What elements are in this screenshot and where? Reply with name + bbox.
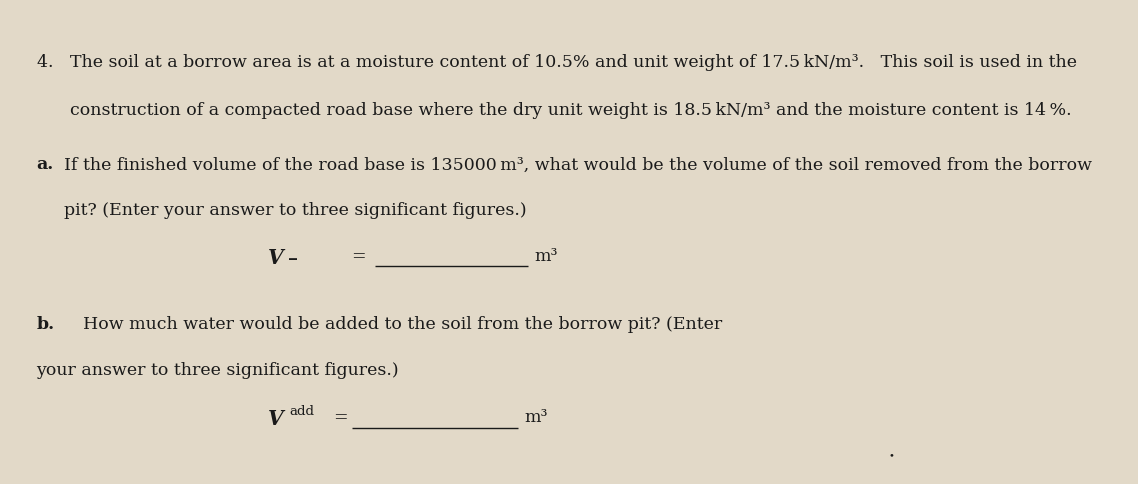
Text: =: = [352, 248, 366, 265]
Text: =: = [333, 409, 347, 426]
Text: m³: m³ [525, 409, 549, 426]
Text: 4.   The soil at a borrow area is at a moisture content of 10.5% and unit weight: 4. The soil at a borrow area is at a moi… [36, 54, 1077, 71]
Text: add: add [289, 405, 314, 418]
Text: m³: m³ [534, 248, 558, 265]
Text: How much water would be added to the soil from the borrow pit? (Enter: How much water would be added to the soi… [72, 316, 721, 333]
Text: •: • [889, 452, 894, 460]
Text: _: _ [289, 243, 297, 260]
Text: V: V [269, 409, 283, 429]
Text: pit? (Enter your answer to three significant figures.): pit? (Enter your answer to three signifi… [65, 201, 527, 219]
Text: construction of a compacted road base where the dry unit weight is 18.5 kN/m³ an: construction of a compacted road base wh… [36, 102, 1071, 119]
Text: b.: b. [36, 316, 55, 333]
Text: your answer to three significant figures.): your answer to three significant figures… [36, 362, 399, 379]
Text: V: V [269, 248, 283, 268]
Text: If the finished volume of the road base is 135000 m³, what would be the volume o: If the finished volume of the road base … [65, 156, 1092, 173]
Text: a.: a. [36, 156, 53, 173]
